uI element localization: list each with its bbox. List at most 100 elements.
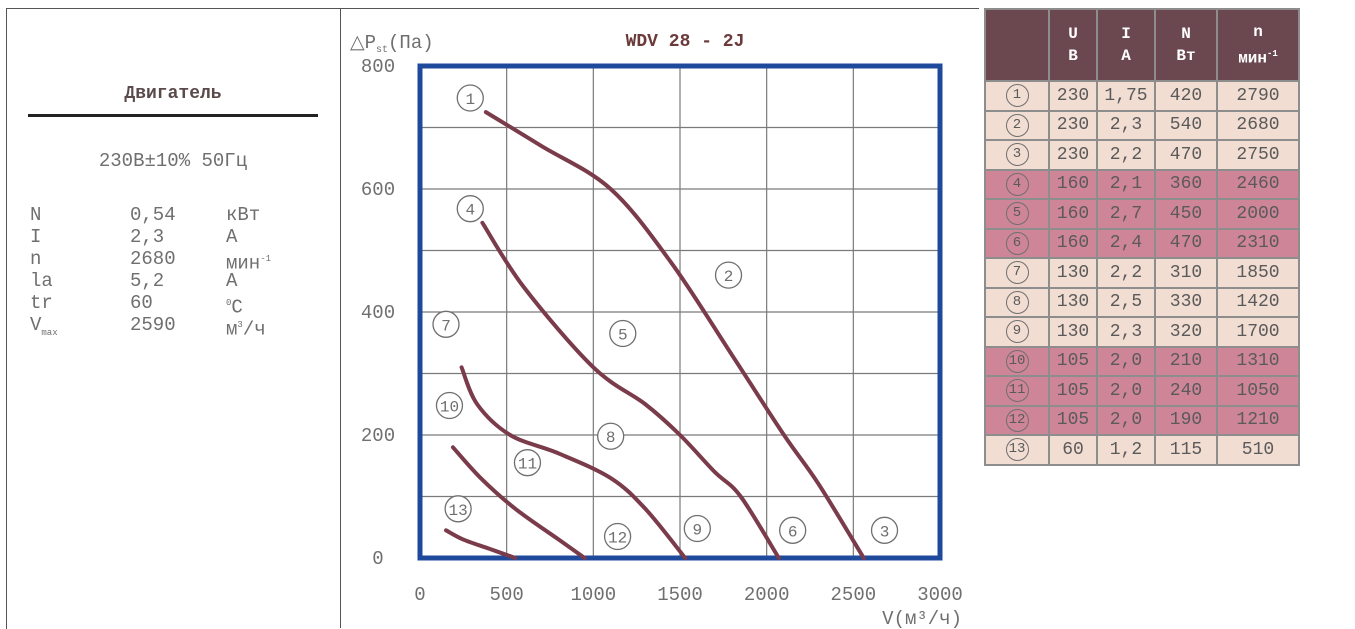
row-id-badge: 6 — [1005, 231, 1029, 255]
table-row: 10 105 2,0 210 1310 — [984, 345, 1300, 377]
row-id-cell: 4 — [984, 168, 1050, 200]
spec-unit: А — [226, 226, 238, 248]
spec-name: n — [30, 248, 42, 270]
x-tick-label: 3000 — [917, 584, 963, 606]
header-u-top: U — [1068, 25, 1078, 43]
x-tick-label: 2500 — [831, 584, 877, 606]
cell-current: 1,2 — [1096, 434, 1156, 466]
row-id-cell: 12 — [984, 404, 1050, 436]
x-tick-label: 2000 — [744, 584, 790, 606]
cell-voltage: 105 — [1048, 375, 1098, 407]
y-tick-label: 200 — [361, 425, 395, 447]
cell-power: 240 — [1154, 375, 1218, 407]
cell-current: 2,0 — [1096, 404, 1156, 436]
curve-label-11: 11 — [518, 456, 537, 474]
cell-power: 420 — [1154, 80, 1218, 112]
table-row: 3 230 2,2 470 2750 — [984, 139, 1300, 171]
header-speed-sup: -1 — [1267, 48, 1278, 59]
y-tick-label: 400 — [361, 302, 395, 324]
x-tick-label: 0 — [414, 584, 425, 606]
row-id-cell: 8 — [984, 286, 1050, 318]
cell-power: 360 — [1154, 168, 1218, 200]
cell-current: 2,3 — [1096, 109, 1156, 141]
cell-speed: 1210 — [1216, 404, 1300, 436]
curve-label-12: 12 — [608, 529, 627, 547]
row-id-cell: 7 — [984, 257, 1050, 289]
table-row: 5 160 2,7 450 2000 — [984, 198, 1300, 230]
header-i-bottom: А — [1121, 47, 1131, 65]
cell-voltage: 160 — [1048, 168, 1098, 200]
row-id-badge: 8 — [1005, 290, 1029, 314]
spec-unit: кВт — [226, 204, 261, 226]
row-id-badge: 5 — [1005, 202, 1029, 226]
row-id-badge: 10 — [1005, 349, 1029, 373]
cell-current: 2,2 — [1096, 139, 1156, 171]
cell-current: 2,7 — [1096, 198, 1156, 230]
cell-current: 2,1 — [1096, 168, 1156, 200]
table-row: 2 230 2,3 540 2680 — [984, 109, 1300, 141]
table-row: 9 130 2,3 320 1700 — [984, 316, 1300, 348]
y-tick-label: 800 — [361, 56, 395, 78]
panel-divider — [340, 8, 341, 628]
table-header-n-power: N Вт — [1154, 8, 1218, 82]
curve-7-8-9 — [459, 365, 688, 560]
spec-name: tr — [30, 292, 53, 314]
cell-power: 470 — [1154, 227, 1218, 259]
cell-voltage: 160 — [1048, 198, 1098, 230]
cell-voltage: 105 — [1048, 345, 1098, 377]
cell-speed: 2750 — [1216, 139, 1300, 171]
chart-title: WDV 28 - 2J — [626, 32, 745, 52]
table-header-id — [984, 8, 1050, 82]
row-id-badge: 7 — [1005, 261, 1029, 285]
curve-label-circle — [456, 195, 484, 223]
cell-current: 2,0 — [1096, 375, 1156, 407]
curve-label-4: 4 — [465, 202, 475, 220]
table-row: 4 160 2,1 360 2460 — [984, 168, 1300, 200]
row-id-badge: 2 — [1005, 113, 1029, 137]
curve-label-circle — [683, 514, 711, 543]
row-id-cell: 3 — [984, 139, 1050, 171]
x-tick-label: 500 — [490, 584, 524, 606]
cell-current: 2,2 — [1096, 257, 1156, 289]
cell-voltage: 230 — [1048, 109, 1098, 141]
curve-label-circle — [609, 319, 637, 348]
table-row: 12 105 2,0 190 1210 — [984, 404, 1300, 436]
cell-current: 2,5 — [1096, 286, 1156, 318]
curve-label-circle — [435, 391, 464, 420]
table-row: 1 230 1,75 420 2790 — [984, 80, 1300, 112]
spec-value: 2,3 — [130, 226, 165, 248]
cell-speed: 1700 — [1216, 316, 1300, 348]
row-id-cell: 6 — [984, 227, 1050, 259]
spec-value: 5,2 — [130, 270, 165, 292]
spec-value: 2590 — [130, 314, 176, 336]
spec-value: 0,54 — [130, 204, 176, 226]
curve-4-5-6 — [480, 220, 781, 560]
cell-speed: 1850 — [1216, 257, 1300, 289]
curve-label-9: 9 — [693, 521, 703, 539]
header-n-top: N — [1181, 25, 1191, 43]
x-axis-label: V(м³/ч) — [882, 608, 962, 628]
cell-current: 2,0 — [1096, 345, 1156, 377]
cell-speed: 1050 — [1216, 375, 1300, 407]
cell-speed: 2000 — [1216, 198, 1300, 230]
cell-voltage: 160 — [1048, 227, 1098, 259]
curve-label-circle — [870, 516, 899, 544]
curve-label-8: 8 — [606, 429, 616, 447]
row-id-cell: 2 — [984, 109, 1050, 141]
cell-power: 450 — [1154, 198, 1218, 230]
cell-speed: 510 — [1216, 434, 1300, 466]
curve-label-13: 13 — [449, 502, 468, 520]
spec-unit: А — [226, 270, 238, 292]
cell-voltage: 230 — [1048, 139, 1098, 171]
curve-label-7: 7 — [441, 317, 451, 335]
table-row: 11 105 2,0 240 1050 — [984, 375, 1300, 407]
curve-13 — [444, 528, 518, 560]
cell-current: 2,4 — [1096, 227, 1156, 259]
curve-label-2: 2 — [724, 268, 734, 286]
cell-voltage: 130 — [1048, 257, 1098, 289]
spec-unit: 0С — [226, 296, 243, 319]
curve-label-circle — [779, 516, 807, 544]
row-id-badge: 12 — [1005, 408, 1029, 432]
